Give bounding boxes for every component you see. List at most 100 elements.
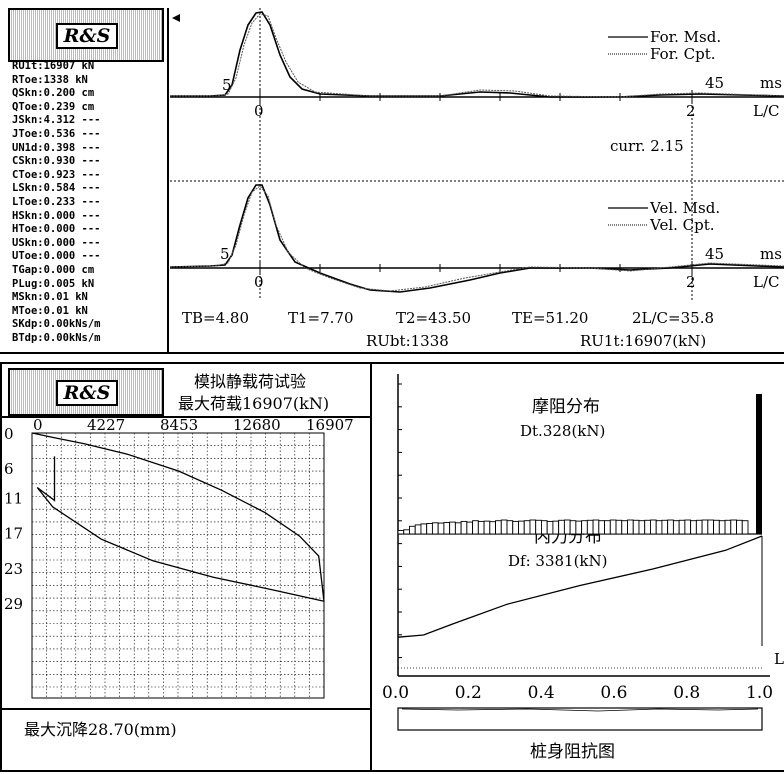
- parameter-item: UN1d:0.398 ---: [12, 141, 101, 154]
- friction-bar: [500, 519, 508, 535]
- velocity-label-0: 0: [254, 273, 264, 291]
- x-tick-label: 4227: [87, 416, 125, 434]
- plot-frame: [31, 432, 325, 699]
- friction-bar: [736, 519, 743, 535]
- friction-bar: [644, 519, 651, 535]
- parameter-item: JSkn:4.312 ---: [12, 114, 101, 127]
- friction-bar: [609, 519, 617, 535]
- friction-bar: [506, 520, 514, 535]
- x-tick-label: 0: [33, 416, 43, 434]
- y-tick-label: 23: [4, 560, 23, 578]
- loading-curve: [31, 432, 325, 602]
- x-tick-label: 0.6: [600, 683, 627, 703]
- friction-bar: [690, 520, 697, 535]
- friction-bar: [477, 520, 485, 535]
- force-legend-measured: For. Msd.: [650, 28, 721, 46]
- friction-bar: [718, 520, 726, 535]
- friction-value: Dt.328(kN): [520, 422, 605, 440]
- friction-bar: [466, 521, 474, 535]
- unloading-curve: [36, 456, 325, 602]
- stat-ru1t: RU1t:16907(kN): [580, 332, 706, 350]
- brand-logo-2: R&S: [8, 368, 164, 416]
- force-label-ms: ms: [760, 74, 782, 92]
- force-value: Df: 3381(kN): [508, 552, 608, 570]
- parameter-item: CToe:0.923 ---: [12, 168, 101, 181]
- friction-bar: [684, 519, 692, 535]
- parameter-item: QToe:0.239 cm: [12, 100, 95, 113]
- internal-force-curve: [397, 535, 763, 638]
- velocity-computed-curve: [170, 185, 784, 292]
- friction-title: 摩阻分布: [532, 397, 600, 417]
- impedance-profile: [401, 708, 759, 712]
- friction-bar: [638, 520, 646, 535]
- x-tick-label: 12680: [233, 416, 281, 434]
- brand-logo-2-text: R&S: [56, 380, 118, 406]
- stat-2lc: 2L/C=35.8: [632, 309, 714, 327]
- force-label-0: 0: [254, 102, 264, 120]
- signal-plots: For. Msd. For. Cpt. Vel. Msd. Vel. Cpt. …: [170, 8, 784, 350]
- friction-bar: [598, 520, 606, 535]
- impedance-title: 桩身阻抗图: [530, 742, 615, 762]
- friction-bar: [701, 519, 709, 535]
- curr-label: curr. 2.15: [610, 137, 684, 155]
- parameter-item: QSkn:0.200 cm: [12, 87, 95, 100]
- parameter-item: JToe:0.536 ---: [12, 127, 101, 140]
- friction-bar: [581, 520, 588, 535]
- friction-bar: [604, 520, 611, 535]
- x-tick-label: 0.0: [382, 683, 409, 703]
- friction-bar: [495, 520, 502, 535]
- friction-bar: [431, 522, 439, 535]
- x-tick-label: 0.8: [673, 683, 700, 703]
- friction-bar: [483, 520, 491, 535]
- stat-tb: TB=4.80: [182, 309, 249, 327]
- friction-bar: [592, 519, 600, 535]
- parameter-list: RU1t:16907 kN RToe:1338 kN QSkn:0.200 cm QT…: [12, 60, 168, 345]
- parameter-item: RU1t:16907 kN: [12, 60, 95, 72]
- velocity-legend-computed: Vel. Cpt.: [649, 216, 715, 234]
- parameter-item: MSkn:0.01 kN: [12, 291, 88, 304]
- velocity-measured-curve: [170, 184, 784, 293]
- friction-bar: [586, 519, 594, 535]
- x-tick-label: 1.0: [746, 683, 773, 703]
- friction-bar: [632, 519, 640, 535]
- distribution-chart: 摩阻分布 Dt.328(kN) 内力分布 Df: 3381(kN) L 桩身阻抗…: [382, 374, 784, 762]
- distribution-panel: [372, 362, 784, 772]
- friction-bar: [661, 519, 669, 535]
- friction-bar: [650, 519, 657, 535]
- friction-bar: [678, 519, 686, 535]
- friction-bar: [627, 519, 634, 535]
- parameter-item: HToe:0.000 ---: [12, 223, 101, 236]
- velocity-legend-measured: Vel. Msd.: [649, 199, 720, 217]
- x-tick-label: 16907: [306, 416, 354, 434]
- velocity-label-5: 5: [220, 245, 230, 263]
- friction-bar: [540, 520, 548, 535]
- velocity-label-lc: L/C: [753, 273, 780, 291]
- brand-logo: R&S: [8, 8, 164, 62]
- stat-t2: T2=43.50: [396, 309, 471, 327]
- friction-bar: [409, 525, 416, 535]
- x-tick-label: 0.4: [528, 683, 555, 703]
- title-divider: [2, 416, 370, 418]
- friction-bar: [707, 519, 715, 535]
- friction-bar: [403, 529, 410, 535]
- force-computed-curve: [170, 13, 784, 98]
- friction-bar: [615, 519, 623, 535]
- l-label: L: [774, 650, 784, 668]
- y-tick-label: 11: [4, 489, 23, 507]
- friction-bar: [741, 520, 749, 535]
- y-tick-label: 6: [4, 460, 14, 478]
- friction-bar: [621, 520, 628, 535]
- parameter-item: MToe:0.01 kN: [12, 304, 88, 317]
- y-tick-label: 29: [4, 595, 23, 613]
- parameter-item: PLug:0.005 kN: [12, 277, 95, 290]
- friction-bar: [472, 520, 479, 535]
- velocity-label-ms: ms: [760, 245, 782, 263]
- friction-bar: [489, 521, 496, 535]
- friction-bar: [724, 519, 732, 535]
- friction-bar: [529, 519, 537, 535]
- signal-bottom-border: [0, 352, 784, 354]
- friction-bar: [443, 522, 451, 535]
- brand-logo-text: R&S: [56, 23, 118, 49]
- stat-t1: T1=7.70: [288, 309, 354, 327]
- friction-bar: [512, 520, 519, 535]
